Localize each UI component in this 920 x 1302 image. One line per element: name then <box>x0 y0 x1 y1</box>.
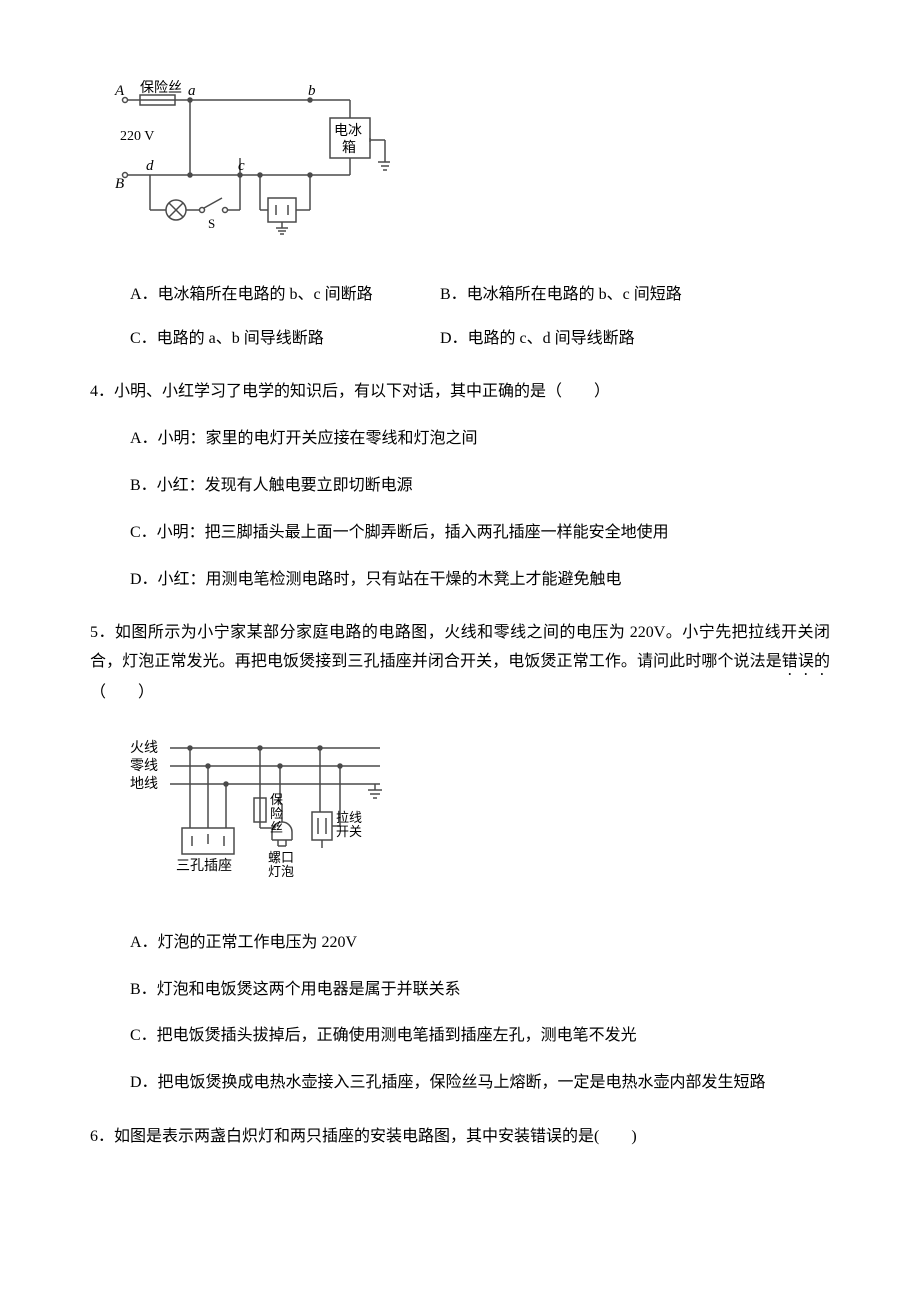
q3-options-row2: C．电路的 a、b 间导线断路 D．电路的 c、d 间导线断路 <box>90 325 830 354</box>
q5-option-B: B．灯泡和电饭煲这两个用电器是属于并联关系 <box>90 976 830 1005</box>
q3-options-row1: A．电冰箱所在电路的 b、c 间断路 B．电冰箱所在电路的 b、c 间短路 <box>90 281 830 310</box>
q4-stem: 4．小明、小红学习了电学的知识后，有以下对话，其中正确的是（ ） <box>90 378 830 407</box>
q3-option-A: A．电冰箱所在电路的 b、c 间断路 <box>90 281 440 310</box>
q4-options: A．小明：家里的电灯开关应接在零线和灯泡之间 B．小红：发现有人触电要立即切断电… <box>90 425 830 594</box>
q5-label-switch1: 拉线 <box>336 810 362 825</box>
q5-options: A．灯泡的正常工作电压为 220V B．灯泡和电饭煲这两个用电器是属于并联关系 … <box>90 929 830 1098</box>
q5-label-socket: 三孔插座 <box>176 858 232 874</box>
q3-label-S: S <box>208 216 215 231</box>
q5-label-live: 火线 <box>130 740 158 756</box>
q4-option-B: B．小红：发现有人触电要立即切断电源 <box>90 472 830 501</box>
q5-label-fuse1: 保 <box>270 792 283 807</box>
q4-option-C: C．小明：把三脚插头最上面一个脚弄断后，插入两孔插座一样能安全地使用 <box>90 519 830 548</box>
q3-label-c: c <box>238 158 245 174</box>
q3-label-B: B <box>115 176 124 192</box>
q3-label-fridge1: 电冰 <box>334 123 362 139</box>
q3-label-fridge2: 箱 <box>342 140 356 156</box>
q5-label-bulb1: 螺口 <box>268 850 294 865</box>
q5-label-fuse2: 险 <box>270 806 283 821</box>
q6-stem: 6．如图是表示两盏白炽灯和两只插座的安装电路图，其中安装错误的是( ) <box>90 1123 830 1152</box>
q3-label-voltage: 220 V <box>120 129 154 144</box>
q5-stem: 5．如图所示为小宁家某部分家庭电路的电路图，火线和零线之间的电压为 220V。小… <box>90 619 830 708</box>
q5-option-A: A．灯泡的正常工作电压为 220V <box>90 929 830 958</box>
q5-option-C: C．把电饭煲插头拔掉后，正确使用测电笔插到插座左孔，测电笔不发光 <box>90 1022 830 1051</box>
q3-label-d: d <box>146 158 154 174</box>
q3-label-A: A <box>114 83 125 99</box>
q5-stem-suffix: （ ） <box>90 684 154 701</box>
q5-label-switch2: 开关 <box>336 824 362 839</box>
q3-label-a: a <box>188 83 196 99</box>
q4-option-D: D．小红：用测电笔检测电路时，只有站在干燥的木凳上才能避免触电 <box>90 566 830 595</box>
q5-option-D: D．把电饭煲换成电热水壶接入三孔插座，保险丝马上熔断，一定是电热水壶内部发生短路 <box>90 1069 830 1098</box>
q5-label-bulb2: 灯泡 <box>268 864 294 879</box>
q3-option-B: B．电冰箱所在电路的 b、c 间短路 <box>440 281 682 310</box>
q3-label-b: b <box>308 83 316 99</box>
q5-stem-prefix: 5．如图所示为小宁家某部分家庭电路的电路图，火线和零线之间的电压为 220V。小… <box>90 624 830 670</box>
q5-circuit-diagram: 火线 零线 地线 保 险 丝 三孔插座 螺口 灯泡 拉线 开关 <box>120 728 830 899</box>
q3-label-fuse: 保险丝 <box>140 80 182 96</box>
q5-stem-emphasis: 错误的 <box>782 653 830 670</box>
q3-option-D: D．电路的 c、d 间导线断路 <box>440 325 635 354</box>
q5-label-fuse3: 丝 <box>270 820 283 835</box>
q5-label-ground: 地线 <box>130 776 158 792</box>
q4-option-A: A．小明：家里的电灯开关应接在零线和灯泡之间 <box>90 425 830 454</box>
q5-label-neutral: 零线 <box>130 758 158 774</box>
q3-option-C: C．电路的 a、b 间导线断路 <box>90 325 440 354</box>
q3-circuit-diagram: A 保险丝 a b 220 V 电冰 箱 c d B S <box>110 80 830 251</box>
